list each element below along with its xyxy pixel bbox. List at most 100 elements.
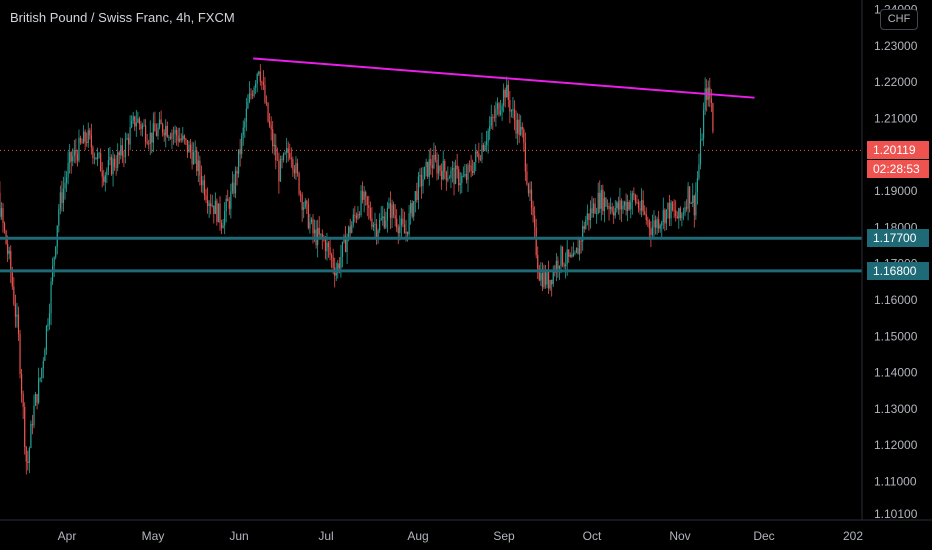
candle bbox=[465, 163, 468, 184]
candle-body bbox=[465, 174, 468, 181]
candle-body bbox=[397, 227, 399, 234]
candle-body bbox=[665, 209, 668, 224]
candle bbox=[118, 150, 120, 165]
candle bbox=[163, 129, 165, 142]
candle-body bbox=[555, 260, 557, 273]
candle bbox=[86, 132, 88, 147]
candle-body bbox=[605, 197, 607, 207]
candle-body bbox=[439, 165, 441, 171]
candle-body bbox=[98, 153, 100, 155]
candle bbox=[699, 127, 702, 170]
candle bbox=[644, 205, 646, 216]
candle-body bbox=[208, 203, 210, 206]
candle bbox=[239, 138, 241, 167]
candle-body bbox=[189, 144, 192, 152]
candle bbox=[561, 246, 564, 268]
candle-body bbox=[496, 103, 499, 109]
candle bbox=[290, 147, 292, 168]
candle bbox=[262, 70, 265, 91]
candle-body bbox=[296, 163, 299, 174]
candle-body bbox=[380, 218, 382, 220]
candle bbox=[479, 154, 482, 162]
candle-body bbox=[151, 132, 153, 143]
candle-body bbox=[464, 174, 466, 176]
candle bbox=[137, 111, 139, 124]
candle-body bbox=[197, 160, 199, 171]
candle-body bbox=[16, 314, 18, 317]
candle bbox=[684, 201, 686, 217]
currency-button[interactable]: CHF bbox=[880, 9, 918, 30]
candle-body bbox=[684, 207, 686, 214]
candle-body bbox=[348, 226, 350, 238]
candle-body bbox=[703, 109, 705, 139]
candle bbox=[228, 196, 230, 216]
candle bbox=[284, 151, 286, 156]
candle-body bbox=[103, 176, 105, 183]
time-tick-label: Sep bbox=[493, 529, 515, 543]
candle bbox=[251, 90, 254, 99]
candle bbox=[199, 155, 201, 186]
candle-body bbox=[617, 202, 619, 210]
candle bbox=[70, 151, 72, 174]
candle bbox=[261, 80, 263, 90]
candle bbox=[193, 142, 195, 166]
candle-body bbox=[58, 208, 60, 226]
candle-body bbox=[456, 165, 458, 169]
candle-body bbox=[306, 200, 308, 204]
candle bbox=[331, 252, 333, 269]
candle bbox=[14, 294, 17, 328]
time-axis[interactable]: Apr May Jun Jul Aug Sep Oct Nov Dec 202 bbox=[0, 519, 932, 543]
candle-body bbox=[619, 200, 621, 210]
candle-body bbox=[507, 84, 509, 101]
candle bbox=[219, 196, 221, 231]
candle-body bbox=[667, 202, 669, 210]
candle bbox=[182, 126, 184, 143]
candle bbox=[203, 174, 206, 201]
candle bbox=[441, 163, 443, 190]
candle bbox=[523, 127, 525, 152]
candle-body bbox=[275, 144, 277, 161]
candle-body bbox=[582, 226, 584, 242]
candle bbox=[276, 147, 278, 161]
candle bbox=[165, 119, 167, 148]
candle-body bbox=[400, 218, 402, 226]
candle-body bbox=[92, 147, 94, 158]
candle bbox=[13, 277, 15, 307]
candle bbox=[712, 102, 714, 134]
resistance-trendline[interactable] bbox=[253, 57, 755, 99]
candle-body bbox=[76, 154, 79, 161]
candle bbox=[656, 216, 658, 235]
candle-body bbox=[699, 140, 702, 165]
candle-body bbox=[503, 89, 505, 106]
candle-body bbox=[589, 208, 592, 221]
candle bbox=[420, 167, 423, 199]
candle bbox=[366, 195, 368, 217]
candle-body bbox=[247, 101, 249, 109]
candle bbox=[117, 143, 119, 172]
candle bbox=[168, 134, 170, 141]
candle bbox=[385, 211, 387, 230]
candle bbox=[351, 221, 353, 234]
candle bbox=[475, 143, 477, 172]
candle-body bbox=[165, 125, 167, 136]
candle bbox=[642, 190, 644, 216]
candle bbox=[286, 138, 288, 163]
candle-body bbox=[369, 208, 371, 219]
candle-body bbox=[625, 201, 627, 211]
candle-body bbox=[295, 163, 297, 174]
candle bbox=[397, 224, 399, 245]
candle-body bbox=[411, 203, 413, 217]
candle bbox=[39, 377, 41, 382]
candle bbox=[75, 138, 77, 164]
candle-body bbox=[611, 206, 613, 213]
candle bbox=[689, 186, 691, 213]
candle-body bbox=[658, 219, 660, 229]
candle bbox=[166, 121, 168, 138]
candle-body bbox=[107, 160, 110, 171]
candle bbox=[73, 139, 75, 163]
candle-body bbox=[169, 136, 172, 139]
candle bbox=[540, 262, 542, 286]
candle bbox=[473, 162, 475, 176]
candle-body bbox=[549, 279, 551, 289]
